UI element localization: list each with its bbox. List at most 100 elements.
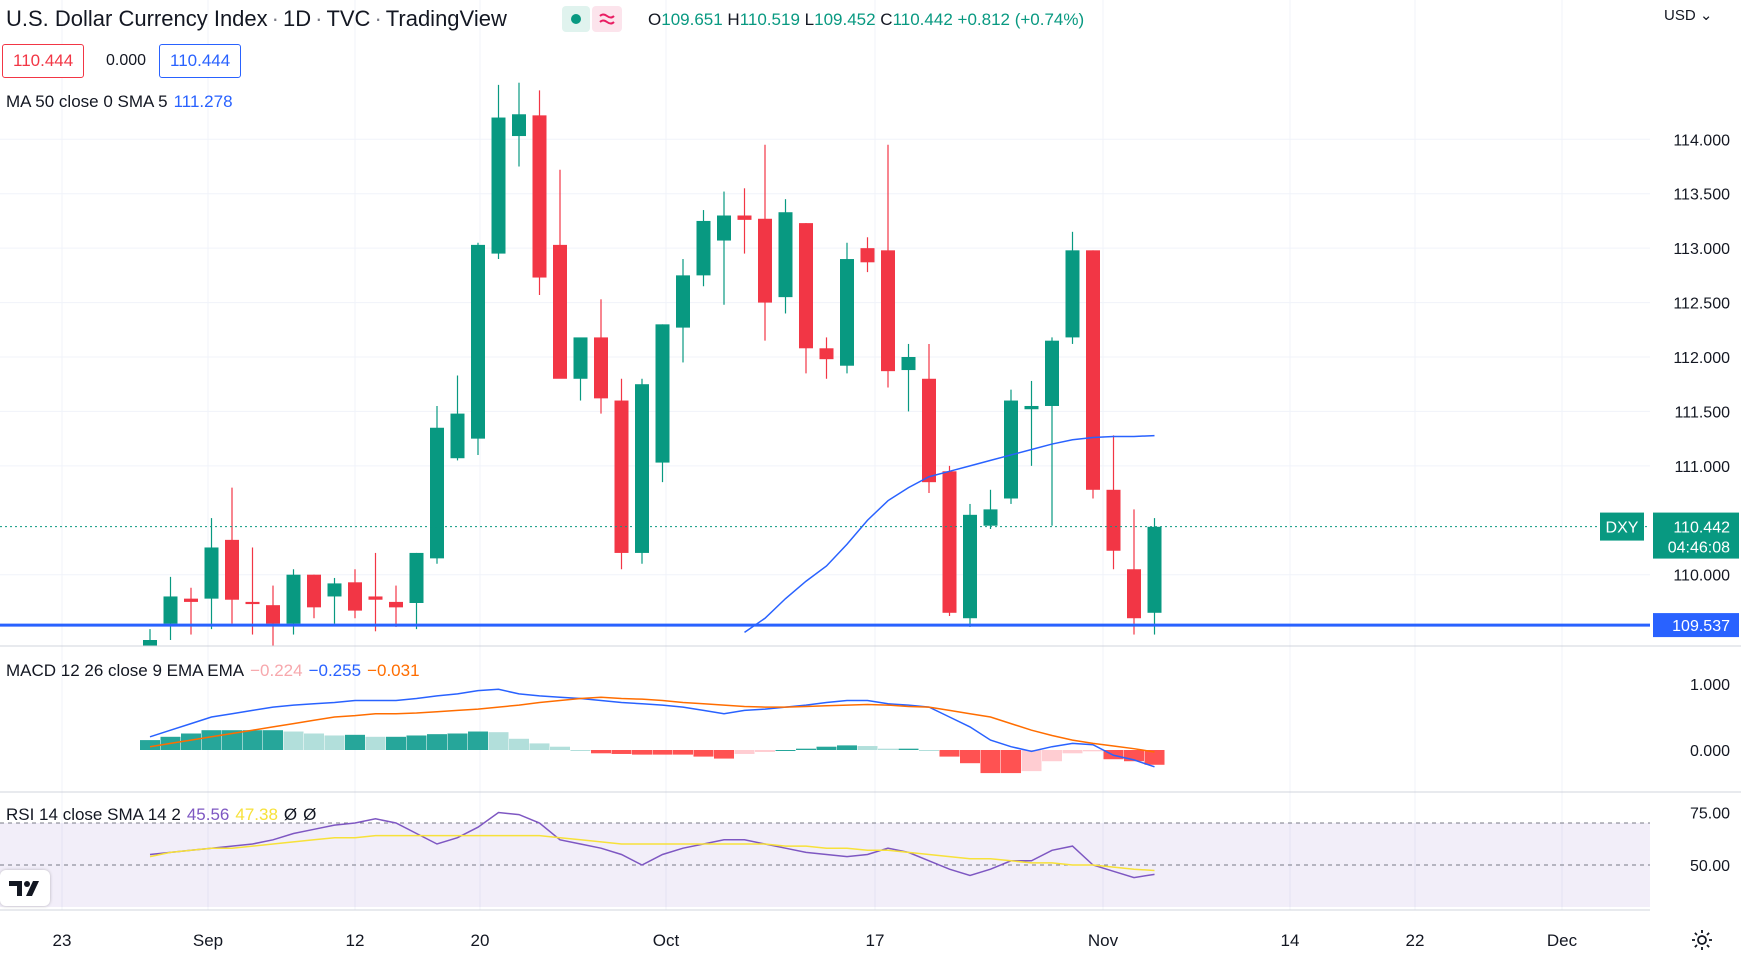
candle-body[interactable] (655, 324, 670, 463)
buy-button[interactable]: 110.444 (159, 44, 242, 78)
candle-body[interactable] (225, 539, 239, 600)
candle-body[interactable] (450, 413, 465, 459)
countdown-label: 04:46:08 (1668, 540, 1730, 557)
candle-body[interactable] (840, 259, 854, 366)
macd-hist-bar (468, 731, 488, 750)
candle-body[interactable] (983, 509, 998, 526)
gear-icon[interactable] (1690, 928, 1714, 952)
rsi-value: 45.56 (186, 805, 230, 824)
macd-hist-bar (1083, 750, 1103, 752)
time-tick-label: 22 (1406, 931, 1425, 950)
time-tick-label: 23 (53, 931, 72, 950)
price-tick-label: 113.500 (1673, 187, 1730, 204)
macd-hist-bar (693, 750, 714, 757)
interval[interactable]: 1D (282, 6, 312, 31)
market-status-dot-icon[interactable] (562, 6, 590, 32)
candle-body[interactable] (860, 248, 875, 263)
macd-hist-bar (898, 748, 919, 750)
price-tick-label: 112.000 (1673, 350, 1730, 367)
sell-button[interactable]: 110.444 (2, 44, 85, 78)
candle-body[interactable] (922, 378, 936, 483)
candle-body[interactable] (1127, 569, 1141, 619)
candle-body[interactable] (409, 552, 424, 603)
time-tick-label: 12 (346, 931, 365, 950)
last-price-label: 110.442 (1673, 520, 1730, 537)
candle-body[interactable] (245, 601, 260, 605)
exchange: TVC (326, 6, 371, 31)
macd-tick-label: 0.000 (1690, 743, 1730, 760)
macd-hist-bar (960, 750, 980, 764)
tradingview-logo-icon[interactable] (0, 870, 50, 906)
candle-body[interactable] (963, 514, 977, 619)
candle-body[interactable] (1045, 340, 1059, 406)
candle-body[interactable] (184, 598, 198, 602)
candle-body[interactable] (1065, 250, 1080, 338)
candle-body[interactable] (266, 605, 280, 624)
candle-body[interactable] (799, 223, 813, 349)
candle-body[interactable] (1024, 405, 1039, 410)
macd-legend[interactable]: MACD 12 26 close 9 EMA EMA −0.224 −0.255 −0… (6, 661, 420, 680)
symbol-name[interactable]: U.S. Dollar Currency Index (6, 6, 268, 31)
candle-body[interactable] (368, 596, 383, 600)
ma-value: 111.278 (173, 92, 233, 111)
candle-body[interactable] (348, 582, 362, 611)
macd-axis[interactable]: 1.000 0.000 (1690, 677, 1730, 760)
macd-line (149, 688, 1155, 768)
symbol-tag-label: DXY (1606, 520, 1639, 537)
candle-body[interactable] (1147, 526, 1162, 613)
macd-hist-bar (796, 748, 816, 750)
candle-body[interactable] (327, 583, 342, 597)
candle-body[interactable] (573, 337, 588, 379)
rsi-sma-value: 47.38 (235, 805, 278, 824)
candle-body[interactable] (1106, 489, 1121, 551)
candle-body[interactable] (696, 220, 711, 276)
candle-body[interactable] (430, 427, 444, 559)
candle-body[interactable] (389, 601, 403, 608)
candle-body[interactable] (512, 114, 526, 137)
macd-hist-bar (201, 730, 222, 750)
candle-body[interactable] (737, 215, 752, 220)
price-tick-label: 110.000 (1673, 568, 1730, 585)
candle-body[interactable] (532, 115, 547, 278)
candle-body[interactable] (676, 275, 690, 328)
time-tick-label: 20 (471, 931, 490, 950)
candle-body[interactable] (901, 357, 916, 371)
candle-body[interactable] (758, 218, 772, 303)
macd-hist-bar (632, 750, 652, 755)
candle-body[interactable] (635, 384, 649, 553)
candle-body[interactable] (163, 596, 178, 624)
time-axis[interactable]: 23 Sep 12 20 Oct 17 Nov 14 22 Dec (53, 931, 1578, 950)
rsi-tick-label: 50.00 (1690, 858, 1730, 875)
candle-body[interactable] (307, 574, 321, 608)
data-wave-icon[interactable] (592, 6, 622, 32)
candle-body[interactable] (1086, 250, 1100, 490)
hline-price-tag (1653, 613, 1739, 638)
ma-legend[interactable]: MA 50 close 0 SMA 5 111.278 (6, 92, 233, 111)
candle-body[interactable] (778, 212, 793, 298)
candle-body[interactable] (594, 337, 608, 399)
candle-body[interactable] (204, 547, 219, 599)
macd-hist-bar (673, 750, 693, 755)
time-tick-label: 17 (866, 931, 885, 950)
candle-body[interactable] (143, 640, 157, 662)
candle-body[interactable] (881, 250, 895, 372)
candle-body[interactable] (553, 244, 567, 379)
candle-body[interactable] (819, 348, 834, 360)
candle-body[interactable] (942, 471, 957, 613)
candle-body[interactable] (286, 574, 301, 624)
price-axis[interactable]: 114.000 113.500 113.000 112.500 112.000 111.5… (1673, 132, 1730, 584)
candle-body[interactable] (717, 215, 731, 241)
candle-body[interactable] (1004, 400, 1018, 499)
ohlc-values: O109.651 H110.519 L109.452 C110.442 +0.8… (648, 10, 1085, 29)
symbol-title[interactable]: U.S. Dollar Currency Index · 1D · TVC · Tradin… (6, 6, 507, 31)
macd-hist-bar (509, 738, 529, 750)
axis-price-labels: 109.537 DXY 110.442 04:46:08 (1600, 512, 1739, 638)
currency-selector[interactable]: USD ⌄ (1664, 7, 1713, 24)
candles[interactable] (143, 82, 1162, 684)
candle-body[interactable] (614, 400, 629, 553)
candle-body[interactable] (491, 117, 506, 254)
candle-body[interactable] (471, 244, 485, 439)
rsi-legend[interactable]: RSI 14 close SMA 14 2 45.56 47.38 Ø Ø (6, 805, 317, 824)
rsi-axis[interactable]: 75.00 50.00 (1690, 806, 1730, 876)
